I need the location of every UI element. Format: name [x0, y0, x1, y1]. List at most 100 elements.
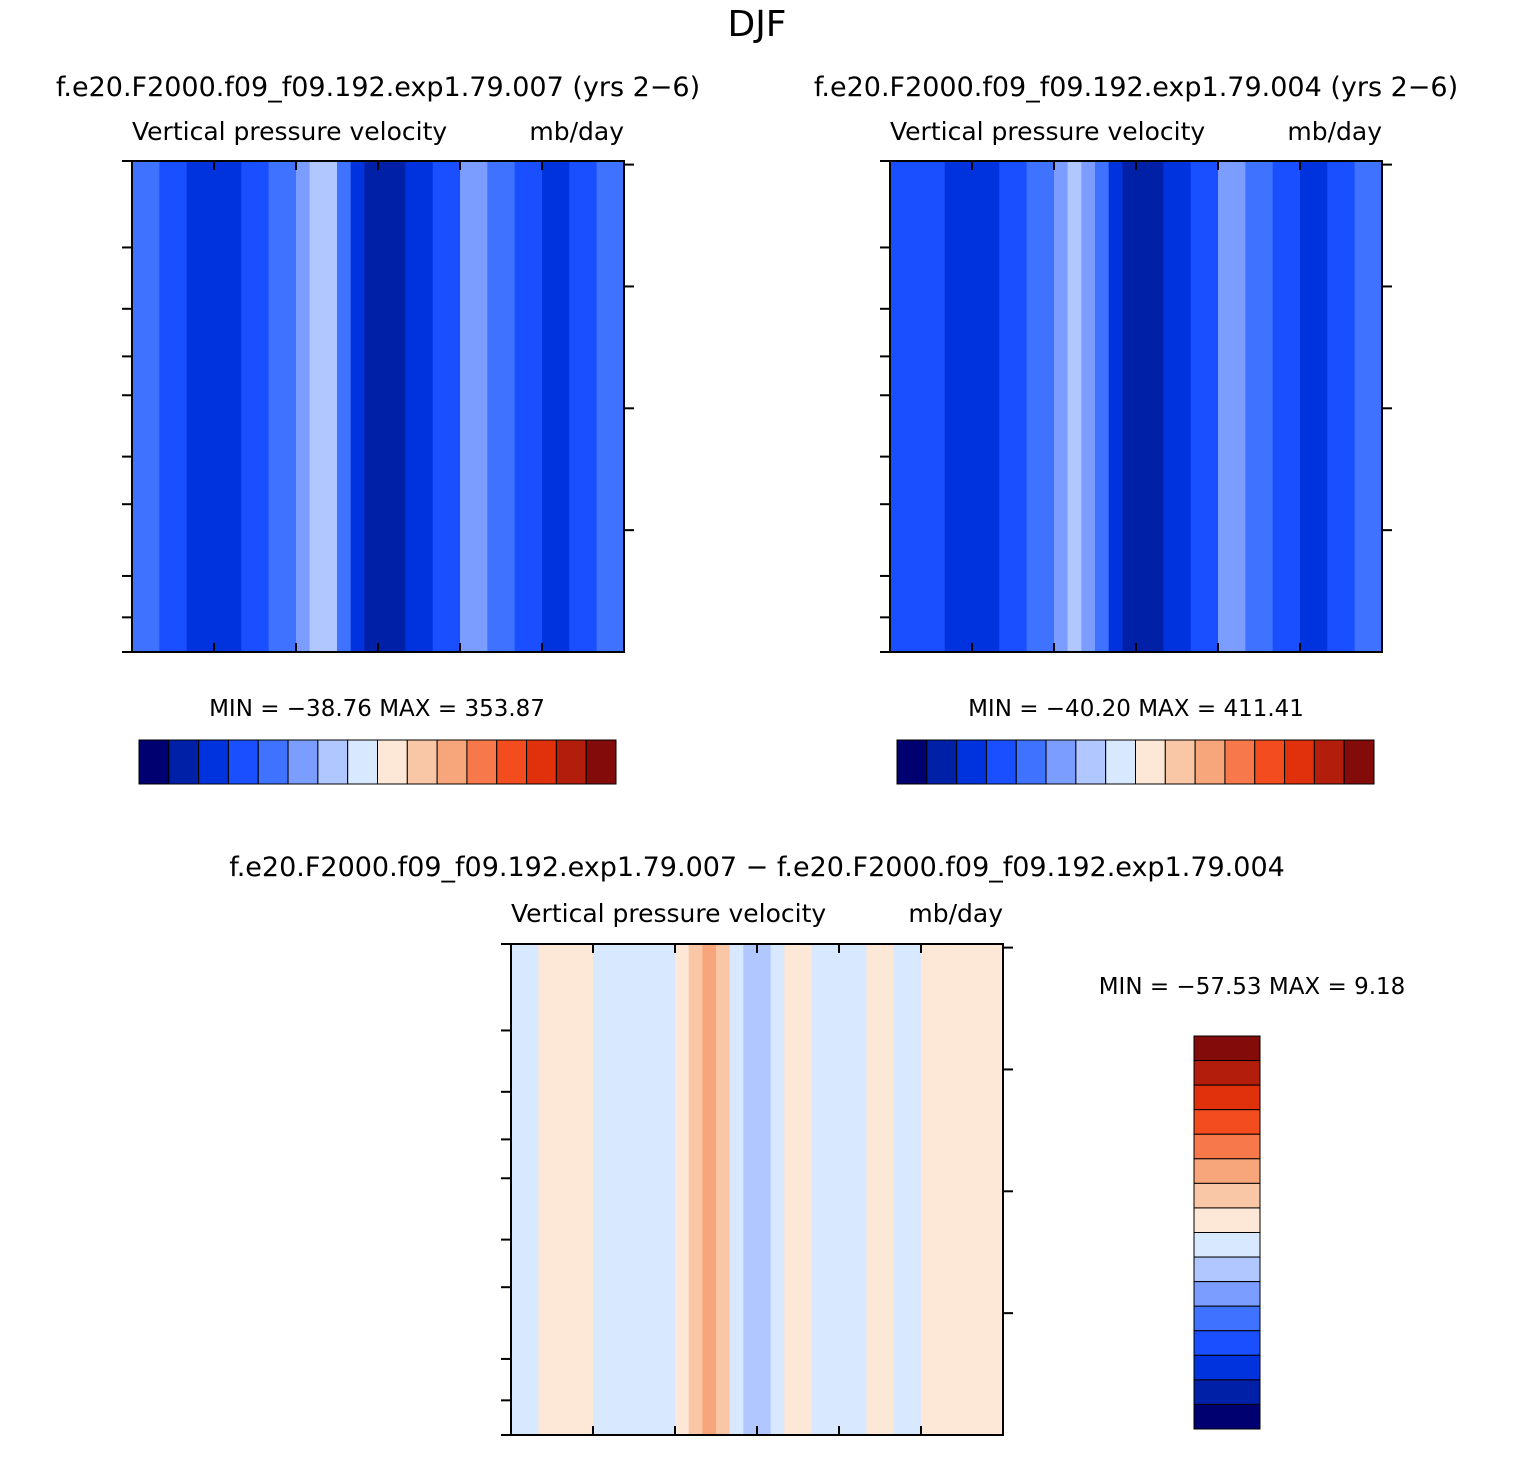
- colorbar-swatch: [1075, 739, 1107, 785]
- contour-fill: [757, 944, 772, 1435]
- contour-fill: [1054, 161, 1069, 652]
- contour-fill: [1327, 161, 1356, 652]
- contour-fill: [593, 944, 621, 1435]
- contour-fill: [839, 944, 867, 1435]
- colorbar-swatch: [1164, 739, 1196, 785]
- colorbar-swatch: [1193, 1109, 1261, 1135]
- colorbar-swatch: [496, 739, 528, 785]
- colorbar-swatch: [1193, 1330, 1261, 1356]
- contour-fill: [350, 161, 365, 652]
- contour-fill: [1190, 161, 1219, 652]
- contour-fill: [511, 944, 539, 1435]
- contour-fill: [729, 944, 744, 1435]
- panel3-subtitle-left: Vertical pressure velocity: [511, 899, 826, 928]
- contour-fill: [538, 944, 567, 1435]
- contour-fill: [323, 161, 338, 652]
- colorbar-swatch: [406, 739, 438, 785]
- contour-fill: [893, 944, 922, 1435]
- contour-fill: [688, 944, 703, 1435]
- colorbar-swatch: [1193, 1232, 1261, 1258]
- panel1-subtitle-left: Vertical pressure velocity: [132, 117, 447, 146]
- colorbar-swatch: [1045, 739, 1077, 785]
- colorbar-swatch: [985, 739, 1017, 785]
- colorbar-swatch: [1105, 739, 1136, 785]
- panel2-subtitle-right: mb/day: [1287, 117, 1382, 146]
- panel-top-right: f.e20.F2000.f09_f09.192.exp1.79.004 (yrs…: [814, 72, 1458, 785]
- panel-bottom-diff: f.e20.F2000.f09_f09.192.exp1.79.007 − f.…: [229, 852, 1406, 1436]
- colorbar-swatch: [466, 739, 498, 785]
- contour-fill: [1149, 161, 1164, 652]
- colorbar-swatch: [526, 739, 557, 785]
- contour-fill: [487, 161, 516, 652]
- colorbar-swatch: [555, 739, 587, 785]
- contour-fill: [268, 161, 297, 652]
- contour-fill: [944, 161, 973, 652]
- colorbar-swatch: [227, 739, 259, 785]
- panel2-stats: MIN = −40.20 MAX = 411.41: [968, 696, 1304, 722]
- contour-fill: [716, 944, 731, 1435]
- colorbar-swatch: [1193, 1060, 1261, 1086]
- contour-fill: [514, 161, 543, 652]
- panel3-stats: MIN = −57.53 MAX = 9.18: [1099, 974, 1406, 1000]
- colorbar-swatch: [317, 739, 349, 785]
- contour-fill: [1081, 161, 1096, 652]
- colorbar-swatch: [1313, 739, 1345, 785]
- colorbar-swatch: [1343, 739, 1375, 785]
- contour-fill: [866, 944, 895, 1435]
- figure-title: DJF: [727, 4, 786, 45]
- contour-fill: [1272, 161, 1301, 652]
- colorbar-swatch: [1193, 1207, 1261, 1233]
- contour-fill: [917, 161, 946, 652]
- colorbar-swatch: [1193, 1281, 1261, 1307]
- colorbar-swatch: [1193, 1084, 1261, 1111]
- colorbar-swatch: [1015, 739, 1047, 785]
- contour-fill: [569, 161, 598, 652]
- contour-fill: [1122, 161, 1137, 652]
- contour-fill: [1108, 161, 1123, 652]
- colorbar-swatch: [198, 739, 229, 785]
- contour-fill: [948, 944, 977, 1435]
- contour-fill: [214, 161, 242, 652]
- contour-fill: [432, 161, 461, 652]
- contour-fill: [972, 161, 1000, 652]
- colorbar-swatch: [1193, 1403, 1261, 1430]
- contour-fill: [405, 161, 434, 652]
- panel1-case-title: f.e20.F2000.f09_f09.192.exp1.79.007 (yrs…: [56, 72, 700, 103]
- contour-fill: [1026, 161, 1055, 652]
- colorbar-swatch: [926, 739, 958, 785]
- contour-fill: [620, 944, 649, 1435]
- contour-fill: [921, 944, 949, 1435]
- colorbar-swatch: [1193, 1305, 1261, 1332]
- contour-fill: [391, 161, 406, 652]
- contour-fill: [1354, 161, 1383, 652]
- contour-fill: [811, 944, 840, 1435]
- contour-fill: [647, 944, 676, 1435]
- colorbar-swatch: [287, 739, 319, 785]
- colorbar-swatch: [1193, 1354, 1261, 1381]
- contour-fill: [186, 161, 215, 652]
- panel2-plot-area: [880, 160, 1392, 785]
- colorbar-swatch: [1193, 1158, 1261, 1184]
- panel-top-left: f.e20.F2000.f09_f09.192.exp1.79.007 (yrs…: [56, 72, 700, 785]
- contour-fill: [1163, 161, 1192, 652]
- colorbar-swatch: [1254, 739, 1286, 785]
- colorbar-swatch: [168, 739, 200, 785]
- contour-fill: [378, 161, 393, 652]
- contour-fill: [890, 161, 918, 652]
- colorbar-swatch: [138, 739, 170, 785]
- contour-fill: [975, 944, 1004, 1435]
- contour-fill: [132, 161, 160, 652]
- colorbar-swatch: [1193, 1133, 1261, 1160]
- contour-fill: [596, 161, 625, 652]
- colorbar-swatch: [1193, 1035, 1261, 1062]
- contour-fill: [296, 161, 311, 652]
- panel2-case-title: f.e20.F2000.f09_f09.192.exp1.79.004 (yrs…: [814, 72, 1458, 103]
- contour-fill: [159, 161, 188, 652]
- colorbar-swatch: [956, 739, 987, 785]
- contour-fill: [364, 161, 379, 652]
- colorbar-swatch: [896, 739, 928, 785]
- panel1-plot-area: [122, 160, 634, 785]
- panel3-plot-area: [501, 943, 1261, 1436]
- contour-fill: [743, 944, 758, 1435]
